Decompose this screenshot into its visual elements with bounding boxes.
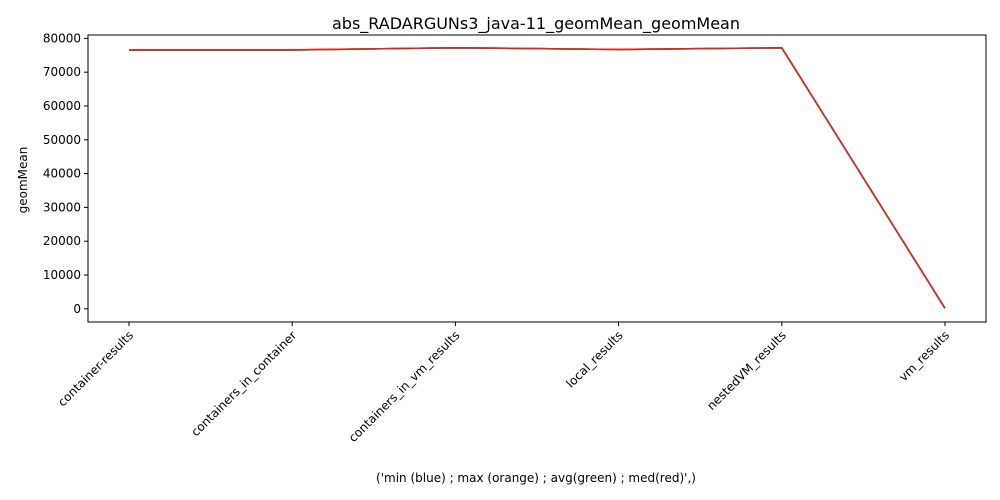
series-line-0	[129, 46, 946, 309]
y-tick-label: 30000	[43, 200, 81, 214]
x-tick-label: containers_in_container	[188, 328, 299, 439]
y-tick-label: 40000	[43, 167, 81, 181]
y-tick-label: 60000	[43, 99, 81, 113]
y-tick-label: 50000	[43, 133, 81, 147]
y-tick-label: 20000	[43, 234, 81, 248]
y-tick-label: 80000	[43, 31, 81, 45]
y-tick-label: 70000	[43, 65, 81, 79]
x-axis-title: ('min (blue) ; max (orange) ; avg(green)…	[376, 471, 696, 485]
x-tick-label: local_results	[563, 328, 625, 390]
x-tick-label: containers_in_vm_results	[346, 328, 463, 445]
x-tick-label: nestedVM_results	[704, 328, 789, 413]
y-tick-label: 0	[73, 302, 81, 316]
y-axis: 0 10000 20000 30000 40000 50000 60000 70000 8000…	[43, 31, 88, 316]
series-line-1	[129, 46, 946, 309]
y-axis-title: geomMean	[16, 147, 30, 214]
chart-title: abs_RADARGUNs3_java-11_geomMean_geomMean	[332, 14, 740, 34]
x-tick-label: container-results	[55, 328, 136, 409]
x-axis: container-results containers_in_container…	[55, 322, 952, 445]
plot-frame	[87, 34, 987, 323]
series-layer	[129, 46, 946, 309]
series-line-2	[129, 46, 946, 309]
series-line-3	[129, 46, 946, 309]
y-tick-label: 10000	[43, 268, 81, 282]
x-tick-label: vm_results	[896, 328, 952, 384]
